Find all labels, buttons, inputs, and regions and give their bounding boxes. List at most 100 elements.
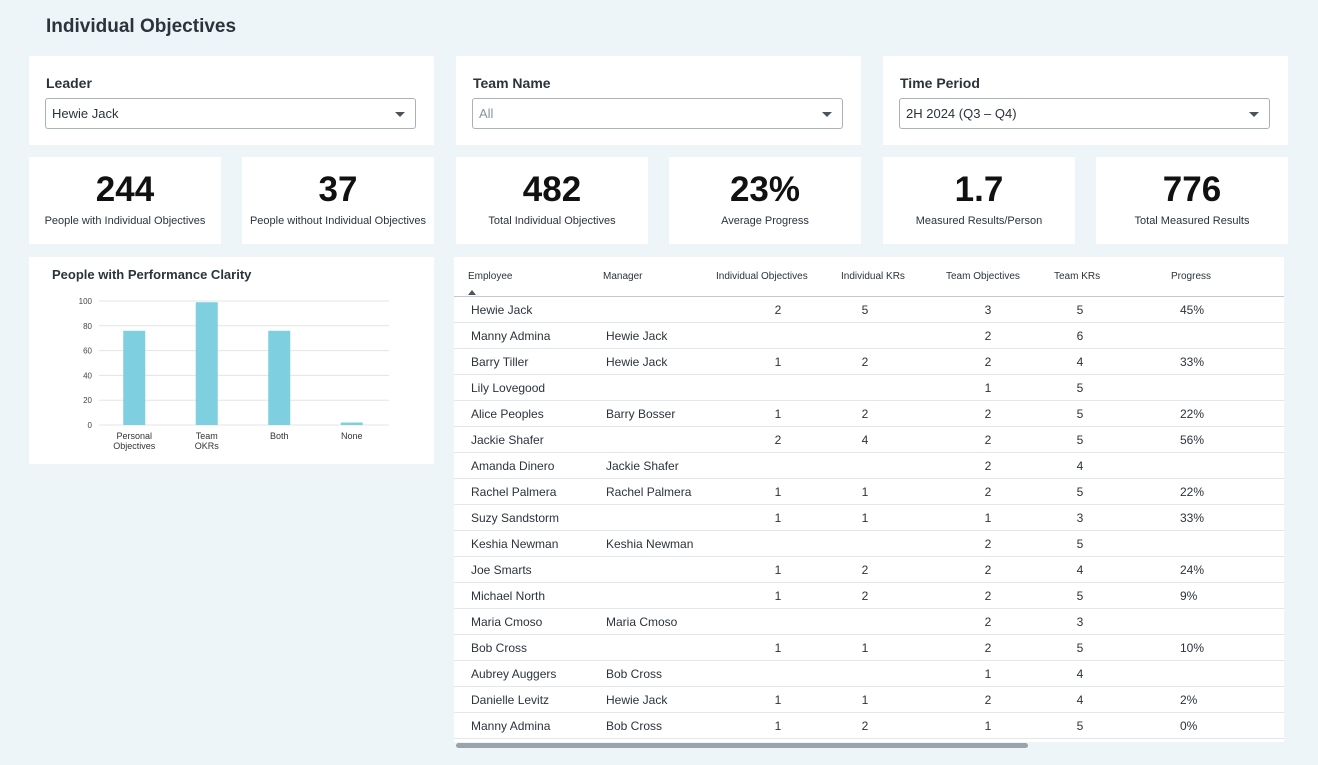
column-header-team-krs[interactable]: Team KRs [1054, 271, 1101, 282]
column-header-individual-krs[interactable]: Individual KRs [841, 271, 905, 282]
team-select[interactable]: All [472, 98, 843, 129]
table-row[interactable]: Manny Admina Hewie Jack 2 6 [454, 323, 1284, 349]
table-row[interactable]: Rachel Palmera Rachel Palmera 1 1 2 5 22% [454, 479, 1284, 505]
table-row[interactable]: Amanda Dinero Jackie Shafer 2 4 [454, 453, 1284, 479]
stat-label: People without Individual Objectives [249, 215, 427, 227]
cell-progress: 10% [1180, 641, 1205, 655]
table-row[interactable]: Aubrey Auggers Bob Cross 1 4 [454, 661, 1284, 687]
table-row[interactable]: Barry Tiller Hewie Jack 1 2 2 4 33% [454, 349, 1284, 375]
cell-manager: Hewie Jack [606, 693, 668, 707]
cell-manager: Bob Cross [606, 667, 663, 681]
stat-label: Total Individual Objectives [488, 215, 616, 227]
table-row[interactable]: Lily Lovegood 1 5 [454, 375, 1284, 401]
cell-team-krs: 5 [1076, 589, 1084, 603]
stat-value: 1.7 [954, 170, 1004, 209]
cell-manager: Hewie Jack [606, 355, 668, 369]
column-header-team-objectives[interactable]: Team Objectives [946, 271, 1020, 282]
cell-ind-krs: 2 [861, 563, 869, 577]
cell-team-krs: 3 [1076, 615, 1084, 629]
cell-manager: Keshia Newman [606, 537, 694, 551]
cell-ind-krs: 1 [861, 485, 869, 499]
horizontal-scrollbar[interactable] [456, 743, 1028, 748]
x-tick-label: OKRs [195, 441, 220, 451]
x-tick-label: None [341, 431, 363, 441]
cell-progress: 45% [1180, 303, 1205, 317]
cell-employee: Barry Tiller [471, 355, 529, 369]
bar[interactable] [123, 330, 146, 425]
objectives-table: Employee Manager Individual Objectives I… [454, 257, 1284, 742]
period-filter-card: Time Period 2H 2024 (Q3 – Q4) [883, 56, 1288, 145]
cell-ind-obj: 2 [774, 433, 782, 447]
cell-team-obj: 2 [984, 407, 992, 421]
cell-employee: Manny Admina [471, 719, 551, 733]
leader-select[interactable]: Hewie Jack [45, 98, 416, 129]
table-row[interactable]: Keshia Newman Keshia Newman 2 5 [454, 531, 1284, 557]
cell-team-obj: 1 [984, 719, 992, 733]
chevron-down-icon [1249, 112, 1259, 117]
bar[interactable] [195, 302, 218, 425]
cell-team-krs: 5 [1076, 407, 1084, 421]
table-row[interactable]: Michael North 1 2 2 5 9% [454, 583, 1284, 609]
stat-value: 244 [95, 170, 155, 209]
y-tick-label: 60 [83, 347, 92, 356]
stat-value: 37 [318, 170, 358, 209]
cell-ind-krs: 2 [861, 355, 869, 369]
cell-team-krs: 5 [1076, 719, 1084, 733]
chevron-down-icon [395, 112, 405, 117]
column-header-employee[interactable]: Employee [468, 271, 513, 282]
cell-progress: 22% [1180, 407, 1205, 421]
table-row[interactable]: Alice Peoples Barry Bosser 1 2 2 5 22% [454, 401, 1284, 427]
cell-team-obj: 1 [984, 667, 992, 681]
stat-card-people-with: 244 People with Individual Objectives [29, 157, 221, 244]
cell-employee: Manny Admina [471, 329, 551, 343]
table-row[interactable]: Suzy Sandstorm 1 1 1 3 33% [454, 505, 1284, 531]
cell-ind-obj: 2 [774, 303, 782, 317]
team-select-value: All [479, 106, 494, 121]
cell-team-obj: 1 [984, 381, 992, 395]
stat-card-people-without: 37 People without Individual Objectives [242, 157, 434, 244]
cell-manager: Bob Cross [606, 719, 663, 733]
cell-ind-obj: 1 [774, 355, 782, 369]
cell-team-krs: 6 [1076, 329, 1084, 343]
period-select[interactable]: 2H 2024 (Q3 – Q4) [899, 98, 1270, 129]
cell-team-obj: 2 [984, 693, 992, 707]
cell-manager: Barry Bosser [606, 407, 676, 421]
cell-ind-obj: 1 [774, 589, 782, 603]
sort-ascending-icon[interactable] [468, 290, 476, 295]
cell-team-krs: 4 [1076, 667, 1084, 681]
table-row[interactable]: Joe Smarts 1 2 2 4 24% [454, 557, 1284, 583]
cell-team-krs: 4 [1076, 459, 1084, 473]
table-row[interactable]: Manny Admina Bob Cross 1 2 1 5 0% [454, 713, 1284, 739]
table-row[interactable]: Hewie Jack 2 5 3 5 45% [454, 297, 1284, 323]
cell-employee: Bob Cross [471, 641, 528, 655]
cell-team-krs: 5 [1076, 381, 1084, 395]
bar[interactable] [340, 422, 363, 425]
bar[interactable] [268, 330, 291, 425]
x-tick-label: Both [270, 431, 289, 441]
column-header-progress[interactable]: Progress [1171, 271, 1212, 282]
cell-progress: 33% [1180, 511, 1205, 525]
table-row[interactable]: Danielle Levitz Hewie Jack 1 1 2 4 2% [454, 687, 1284, 713]
cell-employee: Danielle Levitz [471, 693, 550, 707]
cell-progress: 9% [1180, 589, 1198, 603]
table-row[interactable]: Bob Cross 1 1 2 5 10% [454, 635, 1284, 661]
cell-team-obj: 2 [984, 329, 992, 343]
stat-value: 776 [1162, 170, 1222, 209]
column-header-individual-objectives[interactable]: Individual Objectives [716, 271, 808, 282]
table-row[interactable]: Maria Cmoso Maria Cmoso 2 3 [454, 609, 1284, 635]
stat-label: People with Individual Objectives [44, 215, 206, 227]
period-label: Time Period [900, 75, 980, 91]
column-header-manager[interactable]: Manager [603, 271, 643, 282]
cell-employee: Jackie Shafer [471, 433, 544, 447]
cell-team-krs: 3 [1076, 511, 1084, 525]
cell-ind-obj: 1 [774, 693, 782, 707]
leader-label: Leader [46, 75, 92, 91]
cell-ind-krs: 1 [861, 693, 869, 707]
x-tick-label: Team [196, 431, 218, 441]
stat-card-results-per-person: 1.7 Measured Results/Person [883, 157, 1075, 244]
x-tick-label: Personal [116, 431, 152, 441]
table-row[interactable]: Jackie Shafer 2 4 2 5 56% [454, 427, 1284, 453]
cell-team-obj: 2 [984, 433, 992, 447]
cell-team-obj: 2 [984, 485, 992, 499]
